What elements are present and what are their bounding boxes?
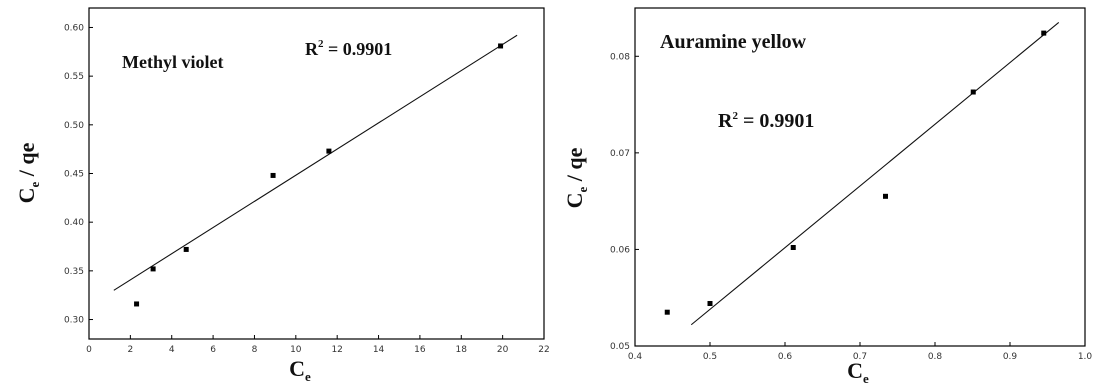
x-tick-label: 8 [252, 345, 258, 355]
x-tick-label: 0.8 [928, 352, 943, 362]
series-title: Methyl violet [122, 52, 223, 72]
x-tick-label: 14 [373, 345, 385, 355]
data-point [326, 148, 332, 154]
fit-line-group [690, 22, 1060, 326]
data-point [664, 309, 670, 315]
data-point [498, 43, 504, 49]
y-tick-label: 0.07 [610, 149, 630, 159]
data-point [883, 193, 888, 199]
x-tick-label: 22 [538, 345, 549, 355]
x-tick-label: 4 [169, 345, 175, 355]
y-tick-label: 0.50 [64, 121, 84, 131]
y-tick-label: 0.35 [64, 267, 84, 277]
data-point [134, 301, 140, 307]
fit-line-group [113, 34, 518, 291]
r-squared-annotation: R2 = 0.9901 [718, 110, 814, 132]
axis-ticks: 0.4 0.5 0.6 0.7 0.8 0.9 1.0 0.05 0.06 0.07 0.08 [610, 52, 1092, 362]
y-tick-label: 0.05 [610, 342, 630, 352]
data-point [790, 244, 796, 250]
y-axis-title: Ce / qe [14, 142, 42, 203]
y-tick-label: 0.30 [64, 316, 84, 326]
x-tick-label: 0.4 [628, 352, 643, 362]
x-tick-label: 2 [127, 345, 133, 355]
y-tick-label: 0.60 [64, 23, 84, 33]
data-point [183, 246, 189, 252]
r-squared-annotation: R2 = 0.9901 [305, 38, 392, 59]
y-tick-label: 0.06 [610, 245, 630, 255]
x-tick-label: 20 [497, 345, 509, 355]
x-tick-label: 10 [290, 345, 302, 355]
data-points [664, 30, 1047, 315]
x-axis-title: Ce [289, 356, 311, 383]
data-point [1041, 30, 1047, 36]
x-tick-label: 0.7 [853, 352, 867, 362]
plot-area-frame [634, 7, 1086, 347]
axis-ticks: 0 2 4 6 8 10 12 14 16 18 20 22 0.30 0.35 0.40 0.45 0.50 0… [64, 23, 550, 355]
chart-methyl-violet: 0 2 4 6 8 10 12 14 16 18 20 22 0.30 0.35 0.40 0.45 0.50 0… [14, 7, 550, 383]
x-axis-title: Ce [847, 358, 869, 383]
x-tick-label: 0.5 [703, 352, 717, 362]
y-tick-label: 0.08 [610, 52, 630, 62]
data-point [970, 89, 976, 95]
data-point [707, 301, 713, 307]
data-points [134, 43, 504, 307]
chart-auramine-yellow: 0.4 0.5 0.6 0.7 0.8 0.9 1.0 0.05 0.06 0.07 0.08 Au… [562, 7, 1092, 383]
data-point [150, 266, 156, 272]
x-tick-label: 6 [210, 345, 216, 355]
data-point [270, 172, 276, 178]
x-tick-label: 1.0 [1078, 352, 1093, 362]
series-title: Auramine yellow [660, 31, 807, 53]
x-tick-label: 16 [414, 345, 426, 355]
x-tick-label: 0.9 [1003, 352, 1018, 362]
fit-line [113, 34, 518, 291]
x-tick-label: 18 [456, 345, 468, 355]
y-tick-label: 0.45 [64, 170, 84, 180]
y-axis-title: Ce / qe [562, 147, 590, 208]
x-tick-label: 0 [86, 345, 92, 355]
x-tick-label: 12 [331, 345, 342, 355]
x-tick-label: 0.6 [778, 352, 793, 362]
y-tick-label: 0.55 [64, 72, 84, 82]
y-tick-label: 0.40 [64, 218, 84, 228]
fit-line [690, 22, 1060, 326]
